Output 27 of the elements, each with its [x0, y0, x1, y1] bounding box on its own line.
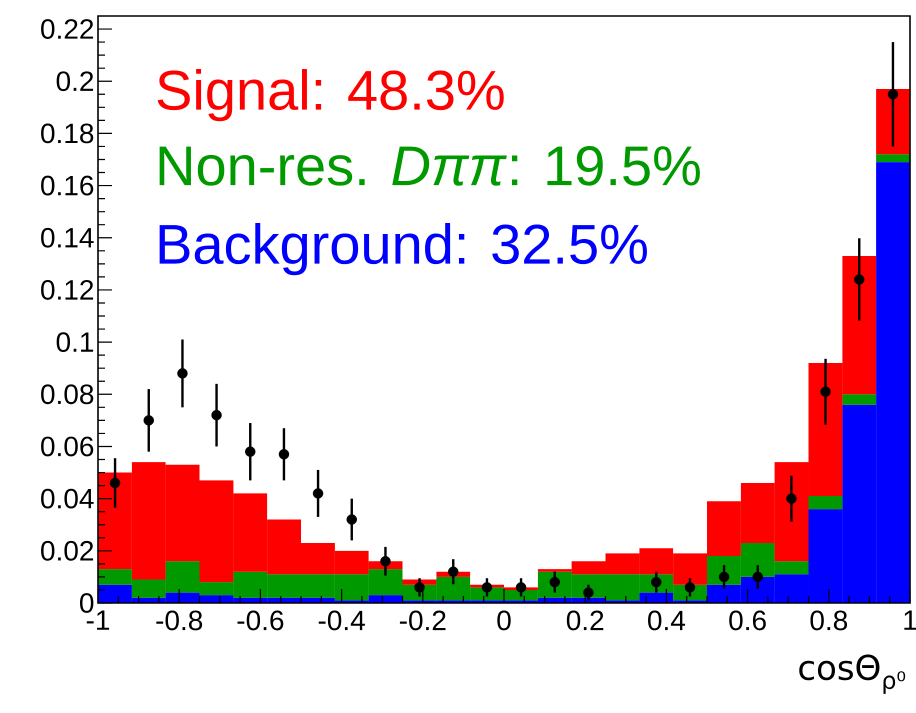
x-axis-title: cosΘ$_{ρ⁰}$	[799, 654, 906, 694]
x-tick-label: -1	[86, 610, 110, 630]
y-tick-label: 0	[80, 593, 94, 613]
y-tick-label: 0.16	[41, 176, 94, 196]
y-tick-label: 0.2	[56, 71, 94, 92]
x-tick-label: 0.4	[648, 610, 686, 630]
y-tick-label: 0.12	[41, 280, 94, 300]
x-tick-label: 0	[497, 610, 511, 630]
y-tick-label: 0.08	[41, 384, 94, 404]
text: Signal: 48.3%	[158, 69, 504, 122]
y-tick-label: 0.18	[41, 123, 94, 144]
x-tick-label: 0.8	[810, 610, 848, 630]
y-tick-label: 0.02	[41, 540, 94, 561]
y-tick-label: 0.04	[41, 488, 94, 509]
text: Background: 32.5%	[160, 223, 647, 276]
x-tick-label: -0.6	[238, 610, 284, 630]
text: Non-res. Dππ: 19.5%	[160, 146, 700, 186]
y-tick-label: 0.1	[56, 332, 94, 352]
x-tick-label: 0.2	[566, 610, 604, 630]
x-tick-label: -0.2	[400, 610, 446, 630]
x-tick-label: -0.4	[318, 610, 365, 630]
y-tick-label: 0.22	[41, 19, 94, 39]
x-tick-label: 0.6	[729, 610, 766, 630]
y-tick-label: 0.14	[41, 228, 94, 248]
x-tick-label: 1	[904, 610, 916, 630]
y-tick-label: 0.06	[41, 436, 94, 456]
x-tick-label: -0.8	[156, 610, 202, 630]
